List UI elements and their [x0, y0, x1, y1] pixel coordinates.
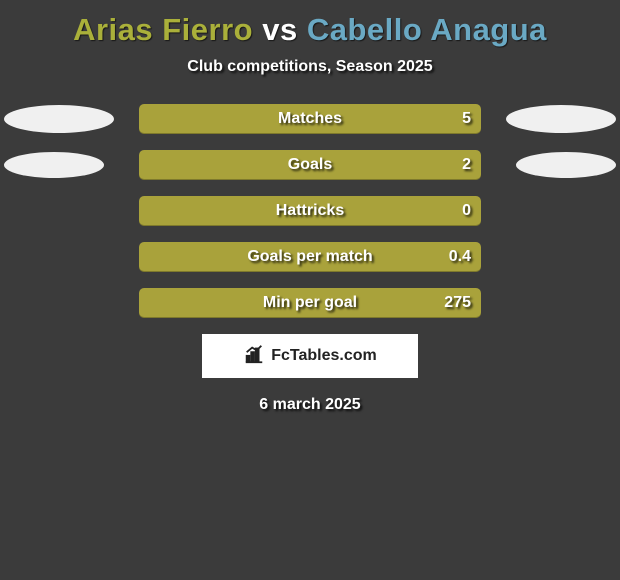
- stat-row: Goals2: [0, 150, 620, 180]
- vs-text: vs: [262, 12, 297, 47]
- page-title: Arias Fierro vs Cabello Anagua: [0, 12, 620, 48]
- stat-value: 275: [444, 294, 471, 312]
- stat-value: 0.4: [449, 248, 471, 266]
- player1-badge: [4, 105, 114, 133]
- stat-label: Hattricks: [139, 202, 481, 220]
- stat-row: Goals per match0.4: [0, 242, 620, 272]
- stat-label: Goals per match: [139, 248, 481, 266]
- stat-label: Min per goal: [139, 294, 481, 312]
- stat-row: Hattricks0: [0, 196, 620, 226]
- brand-text: FcTables.com: [271, 347, 377, 365]
- player2-badge: [516, 152, 616, 178]
- stat-row: Min per goal275: [0, 288, 620, 318]
- player2-badge: [506, 105, 616, 133]
- date-text: 6 march 2025: [0, 396, 620, 414]
- stat-bar: Goals2: [139, 150, 481, 180]
- stat-value: 5: [462, 110, 471, 128]
- chart-icon: [243, 343, 265, 370]
- bars-container: Matches5Goals2Hattricks0Goals per match0…: [0, 104, 620, 318]
- subtitle: Club competitions, Season 2025: [0, 58, 620, 76]
- stat-bar: Goals per match0.4: [139, 242, 481, 272]
- stat-bar: Min per goal275: [139, 288, 481, 318]
- stat-label: Matches: [139, 110, 481, 128]
- brand-badge: FcTables.com: [202, 334, 418, 378]
- stat-value: 2: [462, 156, 471, 174]
- player1-name: Arias Fierro: [73, 12, 253, 47]
- stat-label: Goals: [139, 156, 481, 174]
- stat-row: Matches5: [0, 104, 620, 134]
- stat-bar: Hattricks0: [139, 196, 481, 226]
- player1-badge: [4, 152, 104, 178]
- stat-bar: Matches5: [139, 104, 481, 134]
- stat-value: 0: [462, 202, 471, 220]
- player2-name: Cabello Anagua: [307, 12, 547, 47]
- stats-card: Arias Fierro vs Cabello Anagua Club comp…: [0, 0, 620, 414]
